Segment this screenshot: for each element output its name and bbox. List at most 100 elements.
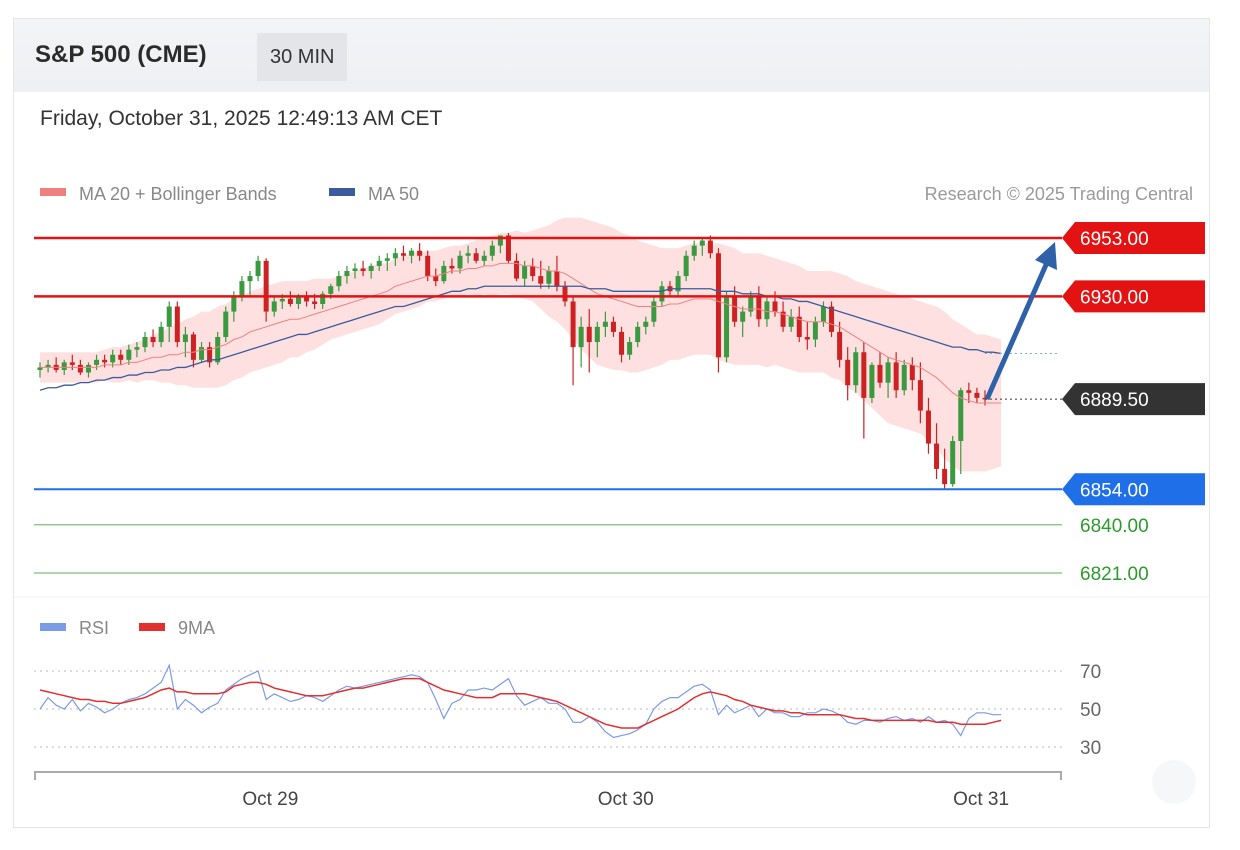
candle-body [699, 240, 705, 246]
candle-body [279, 298, 285, 302]
candle-body [489, 245, 495, 256]
candle-body [174, 306, 180, 343]
ma50-line [39, 285, 1002, 391]
rsi-tick-label: 30 [1080, 738, 1101, 759]
chart-header: S&P 500 (CME) 30 MIN [14, 19, 1209, 92]
candle-body [675, 276, 681, 292]
candle-body [885, 362, 891, 383]
candle-body [271, 301, 277, 312]
candle-body [142, 336, 148, 348]
candle-body [449, 265, 455, 269]
candle-body [853, 352, 859, 386]
candle-body [223, 311, 229, 337]
level-label: 6840.00 [1080, 516, 1149, 537]
candle-body [820, 306, 826, 322]
candle-body [247, 276, 253, 282]
candle-body [384, 258, 390, 261]
candle-body [522, 265, 528, 279]
candle-body [901, 364, 907, 391]
timestamp: Friday, October 31, 2025 12:49:13 AM CET [40, 107, 443, 130]
candle-body [287, 298, 293, 304]
time-axis: Oct 29 Oct 30 Oct 31 [34, 771, 1062, 810]
candle-body [804, 336, 810, 340]
candle-body [425, 255, 431, 277]
candle-body [158, 326, 164, 343]
rsi-line [39, 663, 1002, 739]
candle-body [845, 359, 851, 386]
candle-body [966, 390, 972, 393]
time-tick-label: Oct 31 [953, 789, 1009, 810]
candle-body [360, 268, 366, 271]
candle-body [497, 235, 503, 246]
candle-body [724, 296, 730, 358]
candle-body [861, 352, 867, 398]
candle-body [514, 260, 520, 279]
candle-body [942, 468, 948, 485]
candle-body [829, 306, 835, 332]
candle-body [304, 296, 310, 302]
rsi-legend-swatch [40, 623, 66, 631]
candle-body [974, 392, 980, 398]
rsi-ma-line [39, 677, 1002, 729]
candle-body [651, 301, 657, 322]
candle-body [61, 362, 67, 370]
ma20-legend-label: MA 20 + Bollinger Bands [79, 184, 277, 204]
rsi-tick-label: 50 [1080, 700, 1101, 721]
candle-body [562, 286, 568, 302]
candle-body [877, 364, 883, 383]
candle-body [530, 265, 536, 277]
candle-body [45, 364, 51, 368]
candle-body [635, 326, 641, 343]
candle-body [780, 311, 786, 327]
candle-body [812, 321, 818, 340]
candle-body [934, 443, 940, 469]
candle-body [336, 276, 342, 287]
copyright-note: Research © 2025 Trading Central [925, 184, 1193, 204]
level-badge [1062, 473, 1205, 506]
timeframe-badge[interactable]: 30 MIN [257, 33, 348, 81]
candle-body [150, 336, 156, 343]
candle-body [465, 253, 471, 256]
time-tick-label: Oct 29 [242, 789, 298, 810]
candle-body [546, 270, 552, 284]
instrument-title: S&P 500 (CME) [35, 41, 207, 68]
candle-body [126, 349, 132, 360]
scroll-top-icon[interactable] [1152, 760, 1196, 804]
level-badge [1062, 222, 1205, 254]
candle-body [570, 301, 576, 348]
rsi-legend-label: RSI [79, 618, 109, 638]
candle-body [312, 301, 318, 304]
candle-body [199, 347, 205, 360]
candle-body [602, 321, 608, 327]
candle-body [538, 276, 544, 284]
candle-body [231, 296, 237, 312]
candle-body [457, 255, 463, 269]
candle-body [215, 336, 221, 363]
candle-body [328, 286, 334, 294]
forecast-arrow [984, 242, 1057, 401]
candle-body [344, 270, 350, 277]
candle-body [263, 260, 269, 312]
candle-body [982, 397, 988, 400]
candle-body [392, 253, 398, 259]
candle-body [207, 347, 213, 363]
candle-body [837, 331, 843, 360]
candle-body [400, 253, 406, 256]
candle-body [691, 245, 697, 256]
candle-body [118, 354, 124, 360]
level-label: 6854.00 [1080, 480, 1149, 501]
ma50-legend-label: MA 50 [368, 184, 419, 204]
candle-body [37, 367, 43, 370]
candle-body [788, 316, 794, 327]
candle-body [190, 334, 196, 360]
candle-body [473, 253, 479, 261]
candle-body [409, 250, 415, 256]
level-label: 6930.00 [1080, 287, 1149, 308]
ma20-legend-swatch [40, 188, 66, 196]
candle-body [925, 410, 931, 444]
candle-body [772, 301, 778, 312]
candle-body [715, 253, 721, 358]
candle-body [893, 362, 899, 391]
candle-body [958, 390, 964, 442]
